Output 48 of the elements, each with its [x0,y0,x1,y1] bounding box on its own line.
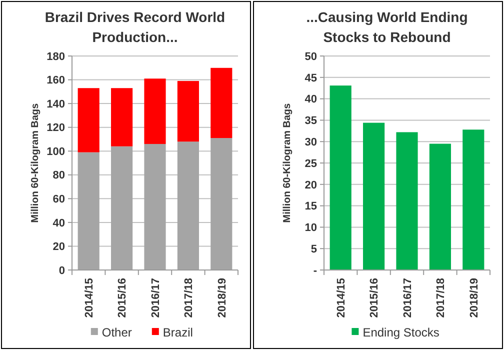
bar [177,80,199,142]
y-tick-label: 25 [304,158,317,170]
x-tick-label: 2017/18 [183,278,196,318]
bar [363,122,385,270]
x-tick-label: 2014/15 [83,278,96,318]
y-axis-title: Million 60-Kilogram Bags [30,102,41,223]
y-tick-label: 10 [304,222,317,234]
bar [396,132,418,270]
y-tick-label: 160 [46,74,65,87]
y-tick-label: 60 [52,194,65,206]
chart-title: ...Causing World Ending Stocks to Rebound [306,9,468,45]
x-tick-label: 2015/16 [116,278,129,318]
y-axis-title: Million 60-Kilogram Bags [282,102,293,223]
bar [210,68,232,138]
x-tick-label: 2017/18 [435,278,448,318]
y-tick-label: 35 [304,115,317,128]
y-tick-label: 5 [310,243,317,256]
legend-label: Other [102,326,132,340]
y-tick-label: 20 [52,241,65,254]
y-tick-label: 15 [304,200,317,213]
y-tick-label: 180 [46,50,65,63]
y-tick-label: 80 [52,170,65,182]
y-tick-label: 45 [304,72,317,84]
y-tick-label: 100 [46,146,65,158]
y-tick-label: 0 [58,264,65,277]
x-tick-label: 2014/15 [335,278,348,318]
x-tick-label: 2016/17 [402,278,414,318]
bar [330,86,352,270]
y-tick-label: 140 [46,98,65,110]
y-tick-label: 30 [304,136,317,148]
bar [111,88,133,146]
y-tick-label: 120 [46,122,65,134]
x-tick-label: 2015/16 [368,278,381,318]
bar [144,78,166,144]
legend-label: Brazil [162,326,193,340]
bar [429,144,451,270]
y-tick-label: 20 [304,179,317,192]
bar [462,130,484,270]
x-tick-label: 2016/17 [150,278,162,318]
legend-label: Ending Stocks [362,326,440,340]
y-tick-label: 40 [52,217,65,230]
chart-title: Brazil Drives Record World Production... [44,9,226,45]
x-tick-label: 2018/19 [216,278,228,318]
bar [78,88,100,152]
y-tick-label: - [313,264,318,277]
x-tick-label: 2018/19 [468,278,480,318]
y-tick-label: 50 [304,50,317,63]
y-tick-label: 40 [304,94,317,106]
